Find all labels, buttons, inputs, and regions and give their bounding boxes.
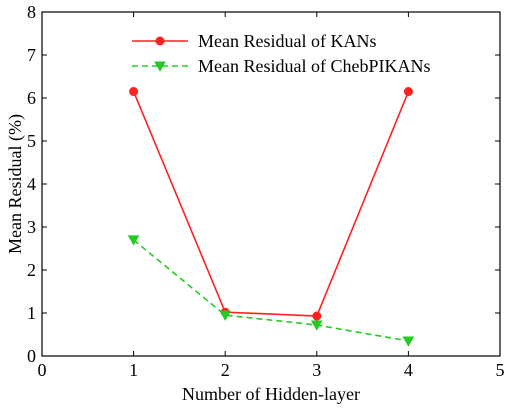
x-tick-label: 5 <box>496 360 505 380</box>
y-tick-label: 3 <box>27 217 36 237</box>
legend-entry: Mean Residual of KANs <box>132 31 376 51</box>
series-line <box>132 91 410 317</box>
y-tick-label: 4 <box>27 174 36 194</box>
legend-label: Mean Residual of KANs <box>198 31 376 51</box>
x-tick-label: 4 <box>404 360 413 380</box>
data-point <box>402 336 415 347</box>
data-point <box>310 320 323 331</box>
y-axis-title: Mean Residual (%) <box>5 114 26 254</box>
series-0 <box>129 87 413 321</box>
x-tick-label: 0 <box>38 360 47 380</box>
y-tick-label: 2 <box>27 260 36 280</box>
data-point <box>127 235 140 246</box>
x-tick-label: 3 <box>312 360 321 380</box>
legend-marker <box>154 61 166 72</box>
series-1 <box>127 235 415 347</box>
legend-entry: Mean Residual of ChebPIKANs <box>132 56 430 76</box>
x-tick-label: 2 <box>221 360 230 380</box>
x-tick-label: 1 <box>129 360 138 380</box>
series-group <box>127 87 415 347</box>
data-point <box>312 311 322 321</box>
legend-label: Mean Residual of ChebPIKANs <box>198 56 430 76</box>
data-point <box>219 310 232 321</box>
y-tick-label: 6 <box>27 88 36 108</box>
axis-ticks: 0 1 2 3 4 5 0 1 2 3 4 5 6 7 8 <box>27 2 505 380</box>
legend-marker <box>155 36 165 46</box>
y-tick-label: 5 <box>27 131 36 151</box>
legend: Mean Residual of KANs Mean Residual of Ch… <box>132 31 430 76</box>
x-axis-title: Number of Hidden-layer <box>182 384 360 404</box>
data-point <box>129 87 139 97</box>
y-tick-label: 0 <box>27 346 36 366</box>
y-tick-label: 8 <box>27 2 36 22</box>
y-tick-label: 1 <box>27 303 36 323</box>
series-line <box>133 239 409 342</box>
data-point <box>403 87 413 97</box>
y-tick-label: 7 <box>27 45 36 65</box>
